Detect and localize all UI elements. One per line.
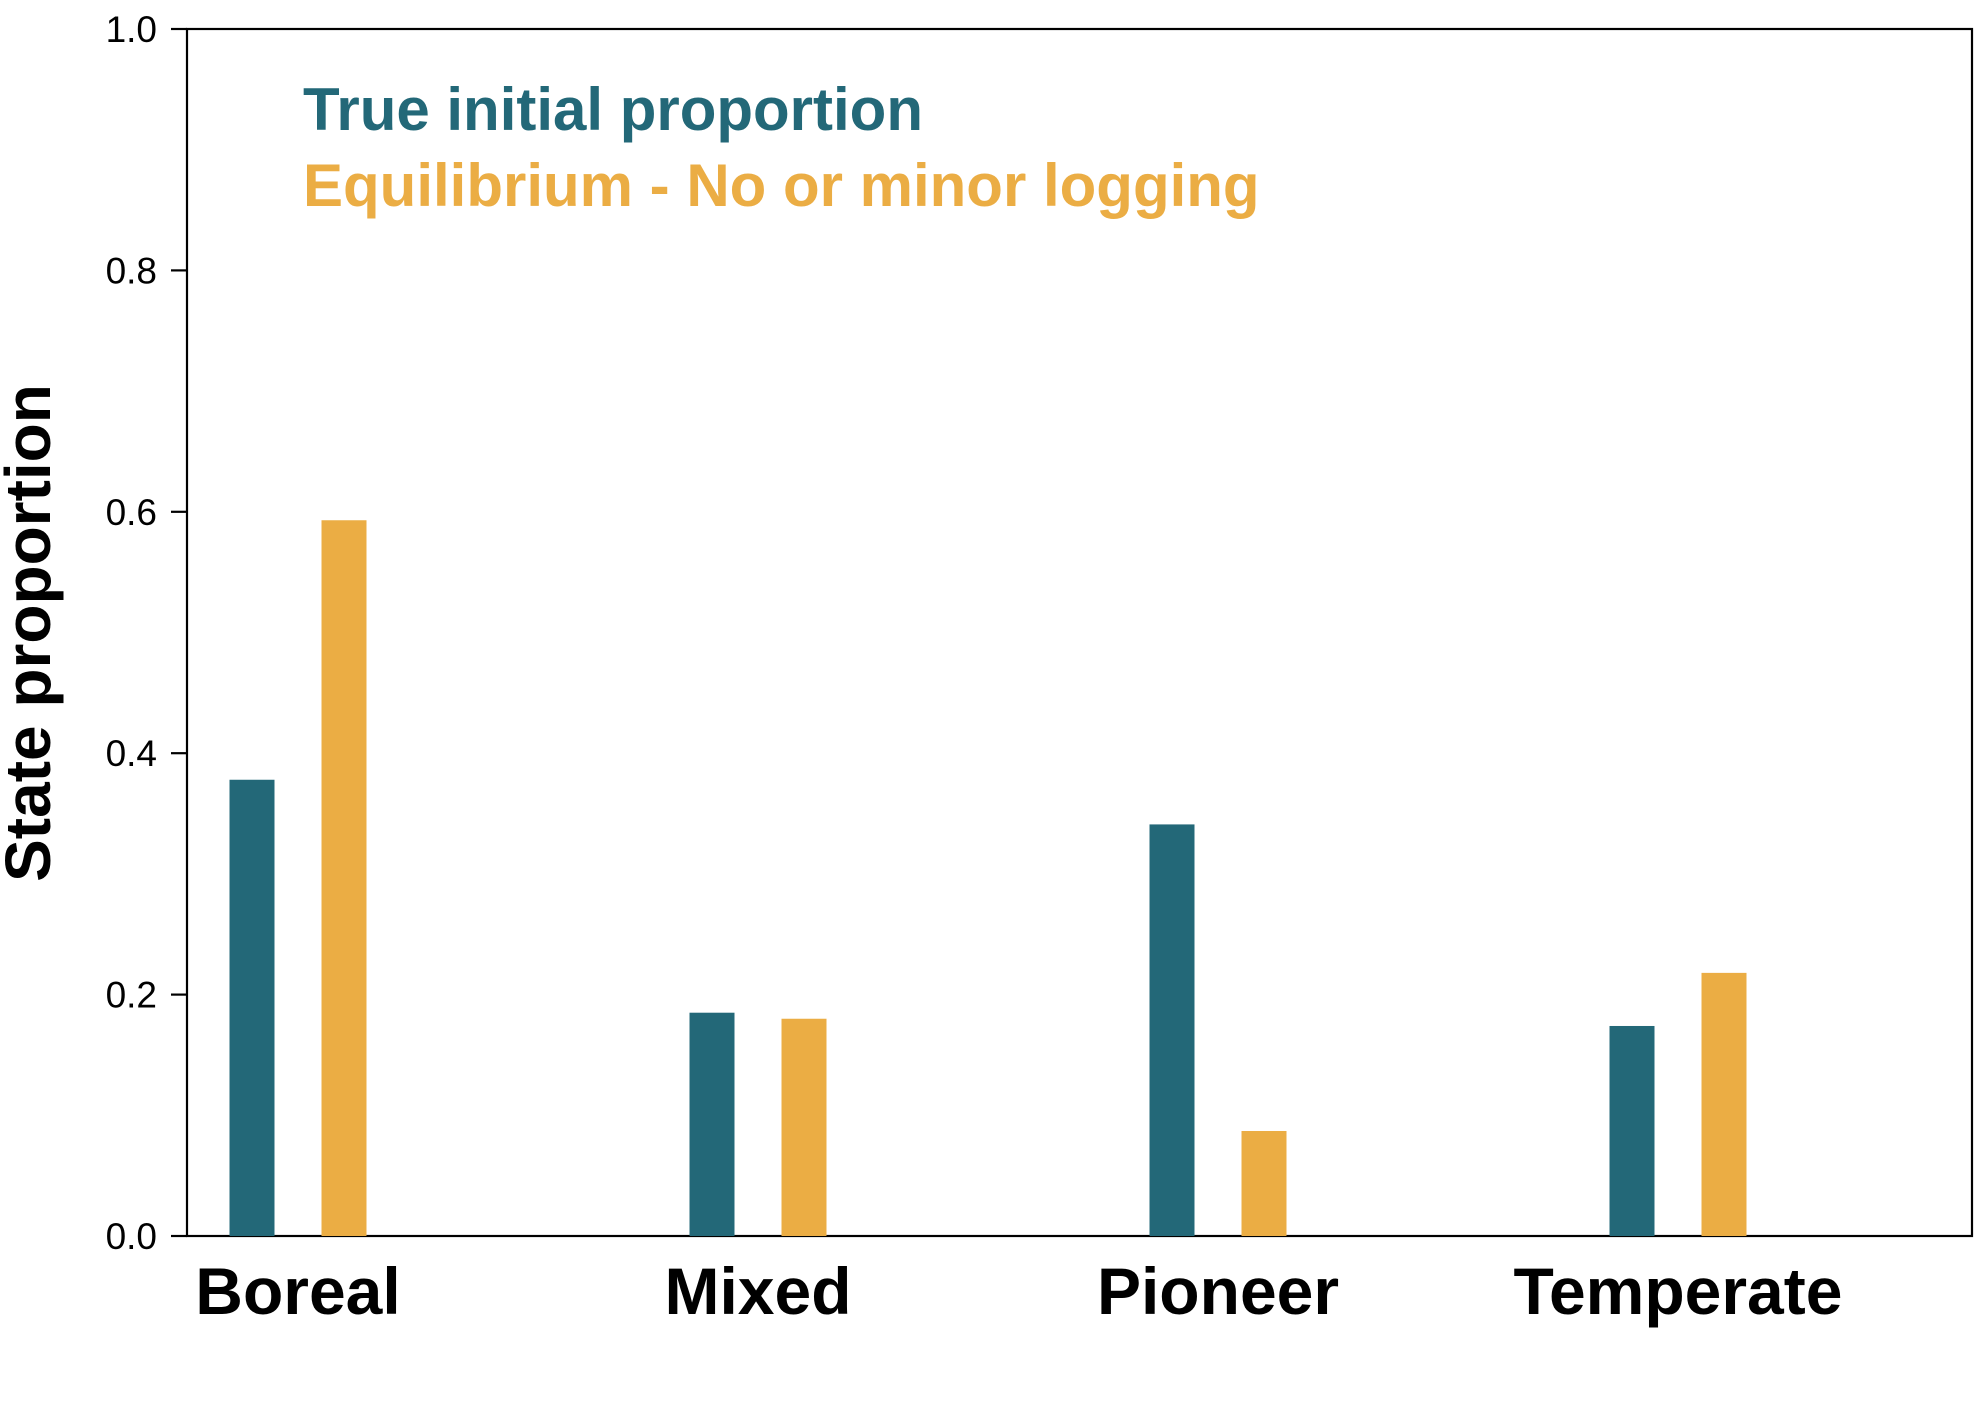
y-tick-label: 0.0 xyxy=(106,1216,157,1257)
y-axis: 0.0 0.2 0.4 0.6 0.8 1.0 xyxy=(106,9,187,1257)
plot-frame xyxy=(185,27,1974,1238)
legend-entry-equilibrium: Equilibrium - No or minor logging xyxy=(303,152,1260,219)
x-category-label: Temperate xyxy=(1514,1254,1843,1328)
bar-boreal-series-2 xyxy=(321,520,367,1236)
y-tick-label: 0.4 xyxy=(106,733,157,774)
y-tick-label: 0.8 xyxy=(106,250,157,291)
plot-border xyxy=(185,27,1974,1238)
y-tick-label: 0.6 xyxy=(106,492,157,533)
legend-entry-true-initial: True initial proportion xyxy=(303,76,923,143)
x-axis-labels: Boreal Mixed Pioneer Temperate xyxy=(195,1254,1842,1328)
bars xyxy=(229,520,1747,1236)
bar-pioneer-series-2 xyxy=(1241,1130,1287,1236)
bar-temperate-series-2 xyxy=(1701,972,1747,1236)
bar-mixed-series-2 xyxy=(781,1018,827,1236)
bar-mixed-series-1 xyxy=(689,1012,735,1236)
x-category-label: Mixed xyxy=(664,1254,851,1328)
bar-pioneer-series-1 xyxy=(1149,824,1195,1236)
x-category-label: Pioneer xyxy=(1097,1254,1339,1328)
y-tick-label: 1.0 xyxy=(106,9,157,50)
legend: True initial proportion Equilibrium - No… xyxy=(303,76,1260,219)
bar-boreal-series-1 xyxy=(229,779,275,1236)
y-tick-label: 0.2 xyxy=(106,975,157,1016)
bar-temperate-series-1 xyxy=(1609,1025,1655,1236)
y-axis-title: State proportion xyxy=(0,384,64,882)
x-category-label: Boreal xyxy=(195,1254,400,1328)
